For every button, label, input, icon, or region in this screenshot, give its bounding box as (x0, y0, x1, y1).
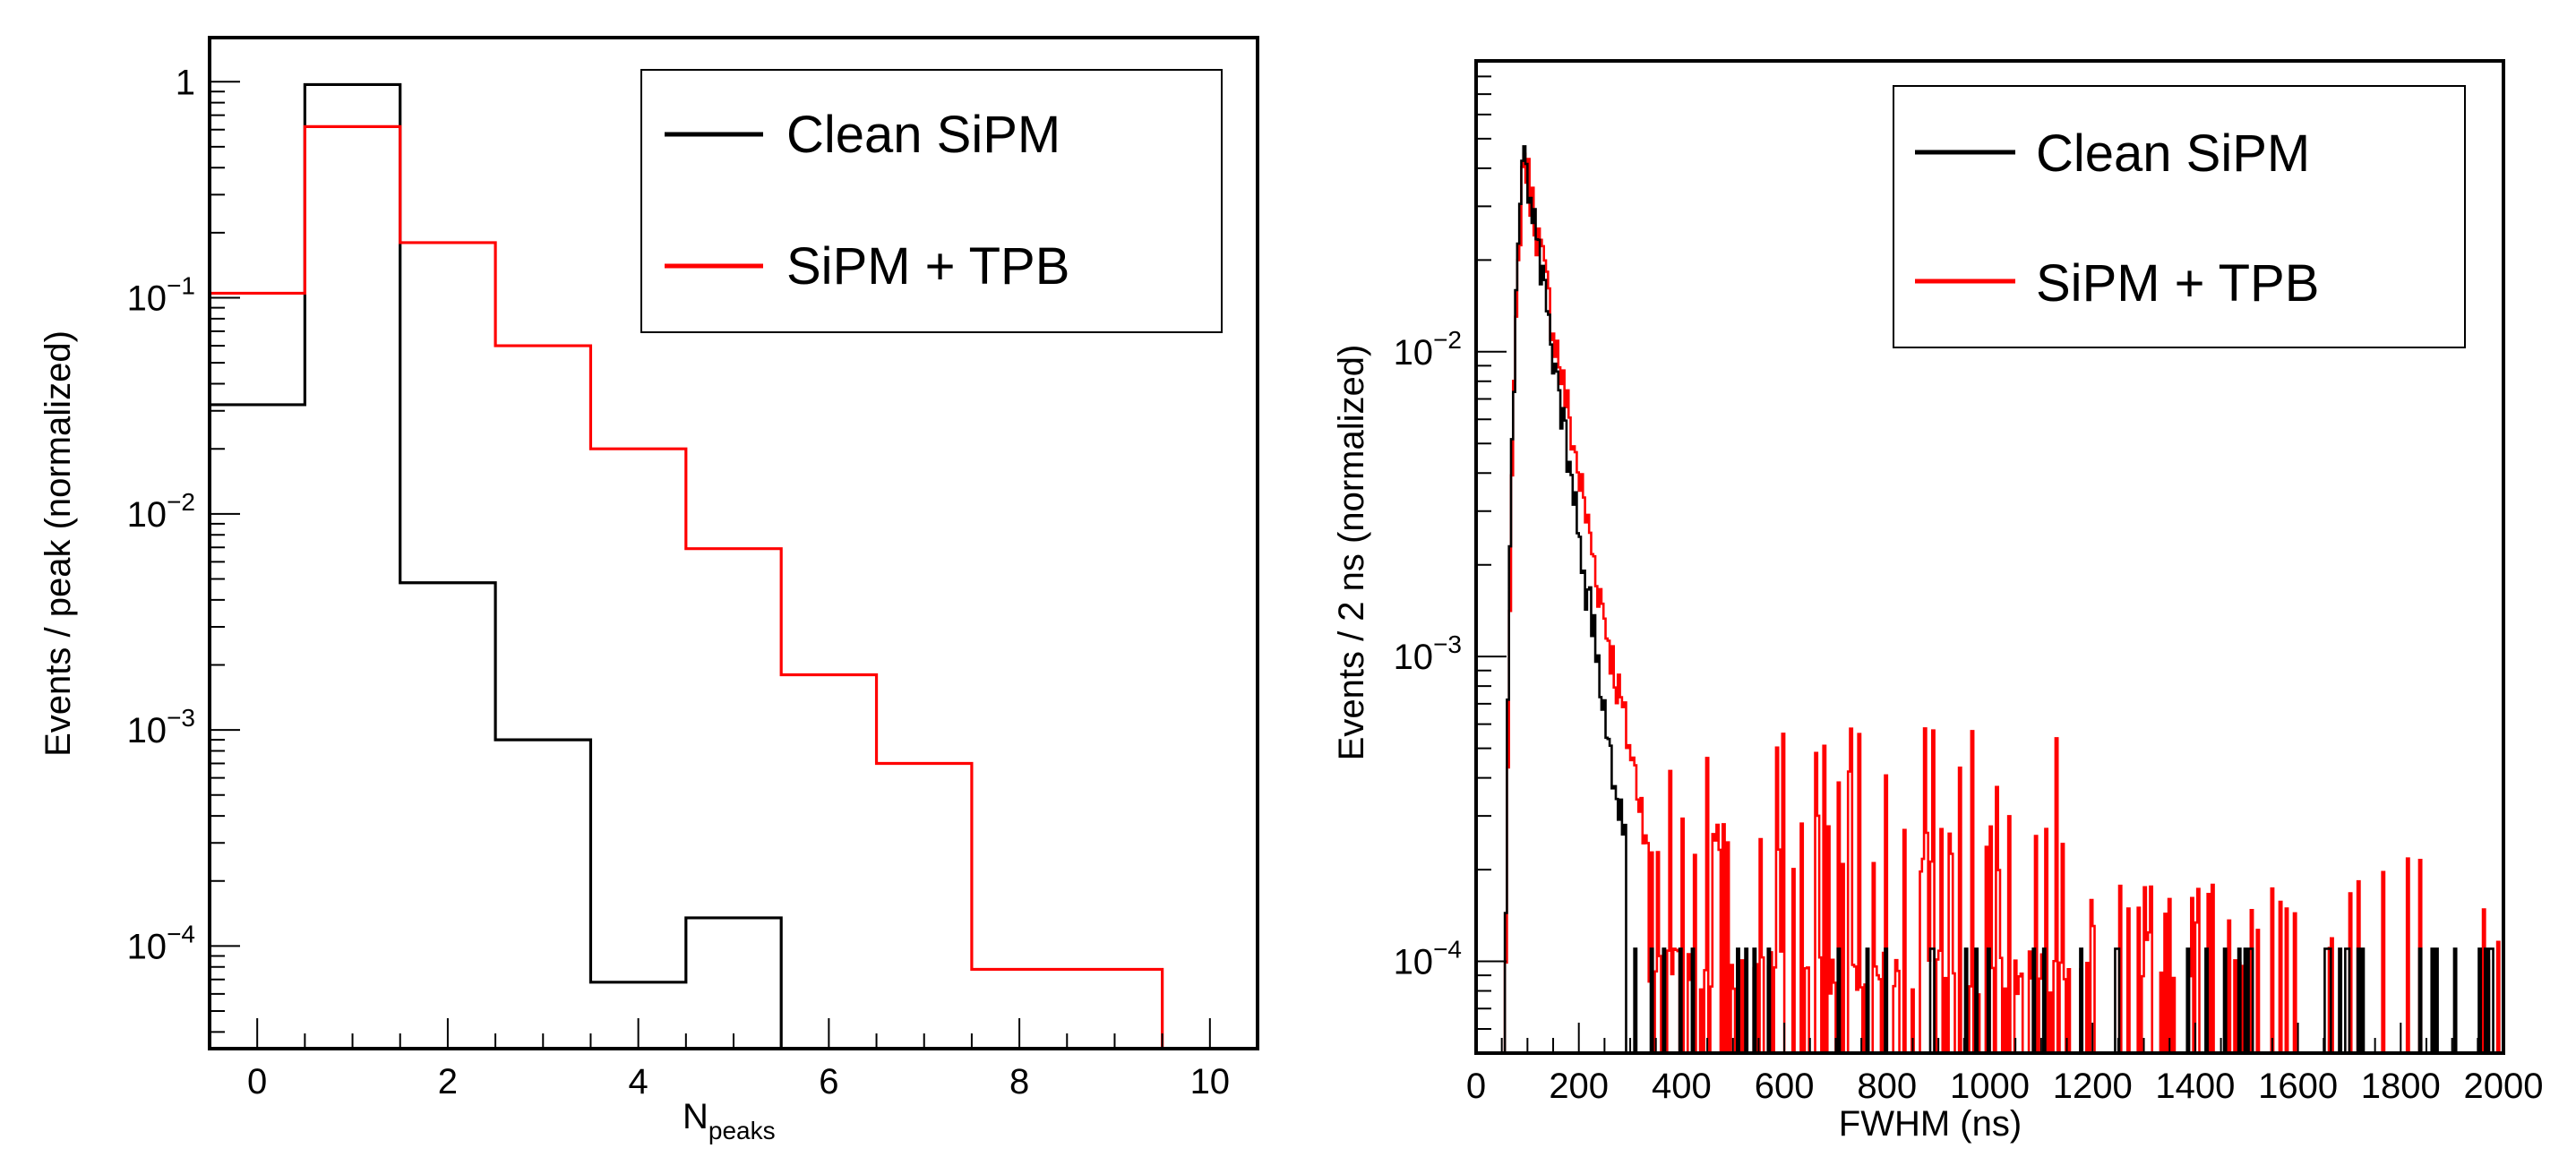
left-axis-ticks (209, 81, 1258, 1049)
x-tick-label: 1400 (2155, 1067, 2235, 1106)
y-tick-label: 1 (176, 63, 195, 102)
x-tick-label: 8 (1009, 1062, 1029, 1101)
right-legend: Clean SiPM SiPM + TPB (1893, 85, 2466, 348)
right-legend-label-tpb: SiPM + TPB (2036, 254, 2319, 313)
x-tick-label: 400 (1652, 1067, 1712, 1106)
left-x-axis-title: Npeaks (683, 1097, 776, 1144)
x-tick-label: 800 (1857, 1067, 1917, 1106)
right-tick-labels: 0 200 400 600 800 1000 1200 1400 1600 1800 2000 10−… (1394, 326, 2544, 1106)
x-tick-label: 0 (1466, 1067, 1486, 1106)
right-legend-label-clean: Clean SiPM (2036, 124, 2310, 183)
x-tick-label: 1200 (2053, 1067, 2133, 1106)
x-tick-label: 6 (819, 1062, 838, 1101)
y-tick-label: 10−3 (127, 704, 195, 750)
x-tick-label: 0 (247, 1062, 267, 1101)
x-tick-label: 200 (1549, 1067, 1609, 1106)
y-tick-label: 10−2 (1394, 326, 1462, 373)
right-axis-ticks (1475, 60, 2504, 1054)
x-tick-label: 1800 (2361, 1067, 2441, 1106)
x-tick-label: 1600 (2258, 1067, 2338, 1106)
right-legend-box (1893, 85, 2466, 348)
x-tick-label: 10 (1190, 1062, 1231, 1101)
y-tick-label: 10−4 (1394, 936, 1462, 982)
x-tick-label: 600 (1755, 1067, 1815, 1106)
left-tick-labels: 0 2 4 6 8 10 10−4 10−3 10−2 10−1 1 (127, 63, 1231, 1101)
y-tick-label: 10−2 (127, 488, 195, 535)
x-tick-label: 2 (438, 1062, 458, 1101)
x-tick-label: 1000 (1950, 1067, 2030, 1106)
x-tick-label: 4 (629, 1062, 648, 1101)
right-y-axis-title: Events / 2 ns (normalized) (1332, 345, 1371, 761)
y-tick-label: 10−1 (127, 272, 195, 319)
left-legend: Clean SiPM SiPM + TPB (640, 69, 1223, 333)
left-legend-box (640, 69, 1223, 333)
x-tick-label: 2000 (2464, 1067, 2544, 1106)
right-chart-panel: 0 200 400 600 800 1000 1200 1400 1600 1800 2000 10−… (1332, 59, 2544, 1144)
left-legend-label-tpb: SiPM + TPB (786, 237, 1069, 296)
left-y-axis-title: Events / peak (normalized) (39, 330, 78, 757)
left-chart-panel: 0 2 4 6 8 10 10−4 10−3 10−2 10−1 1 Events / peak (… (39, 36, 1259, 1144)
right-x-axis-title: FWHM (ns) (1839, 1104, 2022, 1144)
histogram-series-sipm-tpb (208, 124, 1258, 1050)
left-x-axis-title-sub: peaks (708, 1117, 776, 1144)
left-legend-label-clean: Clean SiPM (786, 106, 1060, 164)
y-tick-label: 10−3 (1394, 630, 1462, 677)
left-x-axis-title-main: N (683, 1097, 708, 1136)
y-tick-label: 10−4 (127, 920, 195, 966)
